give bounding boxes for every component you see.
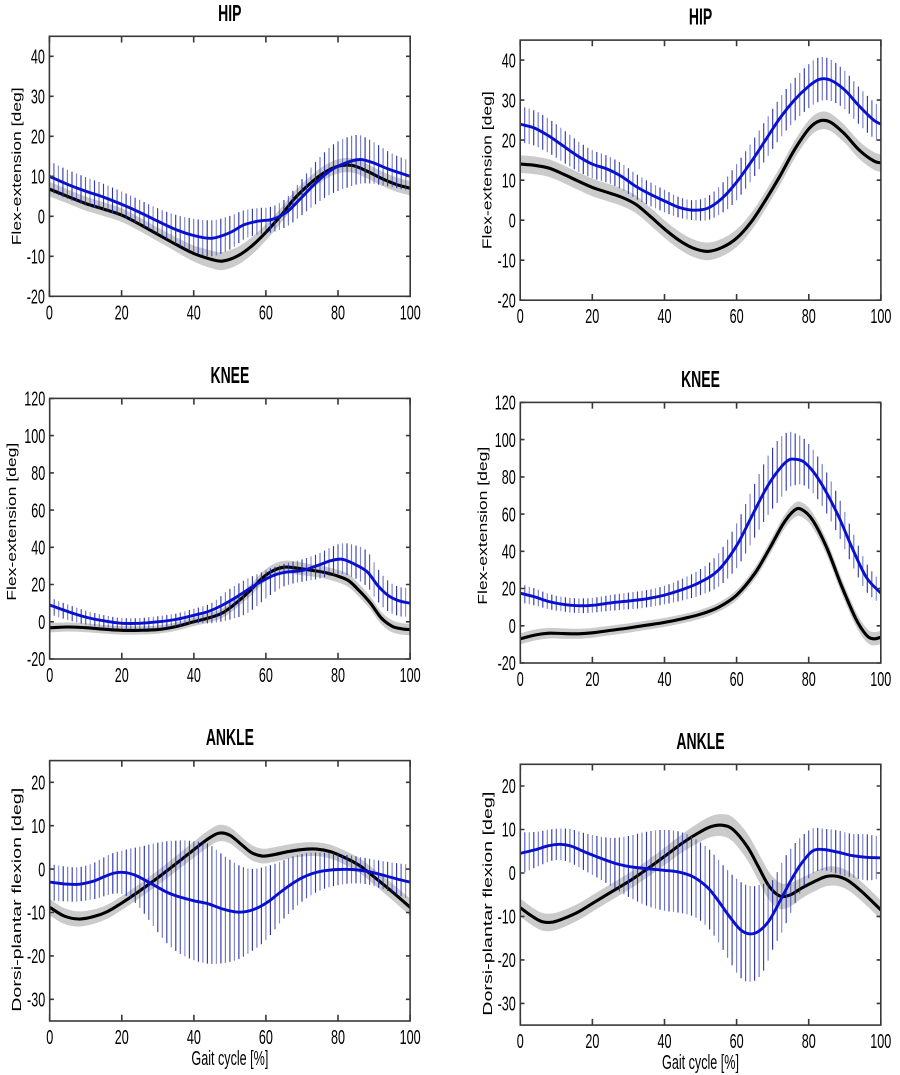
svg-text:20: 20 xyxy=(585,1029,599,1053)
svg-text:80: 80 xyxy=(802,667,816,691)
svg-text:80: 80 xyxy=(331,663,345,687)
svg-text:0: 0 xyxy=(517,1029,524,1053)
svg-text:30: 30 xyxy=(502,88,516,112)
svg-text:Flex-extension [deg]: Flex-extension [deg] xyxy=(9,87,24,245)
svg-text:20: 20 xyxy=(502,128,516,152)
svg-text:80: 80 xyxy=(331,300,345,324)
svg-text:Flex-extension [deg]: Flex-extension [deg] xyxy=(4,443,19,601)
svg-text:40: 40 xyxy=(187,300,201,324)
svg-text:20: 20 xyxy=(585,304,599,328)
svg-text:0: 0 xyxy=(509,861,516,885)
svg-text:40: 40 xyxy=(187,1025,201,1049)
svg-text:80: 80 xyxy=(802,1029,816,1053)
svg-text:0: 0 xyxy=(38,204,45,228)
svg-text:40: 40 xyxy=(31,535,45,559)
svg-text:0: 0 xyxy=(46,300,53,324)
svg-text:0: 0 xyxy=(509,208,516,232)
svg-text:60: 60 xyxy=(31,498,45,522)
svg-text:-30: -30 xyxy=(498,991,516,1015)
svg-text:80: 80 xyxy=(502,465,516,489)
svg-text:100: 100 xyxy=(870,667,891,691)
svg-text:60: 60 xyxy=(502,502,516,526)
svg-text:60: 60 xyxy=(259,300,273,324)
svg-text:Dorsi-plantar flexion [deg]: Dorsi-plantar flexion [deg] xyxy=(480,792,495,1016)
svg-text:0: 0 xyxy=(46,1025,53,1049)
svg-text:20: 20 xyxy=(502,774,516,798)
svg-text:-20: -20 xyxy=(27,944,45,968)
svg-text:-10: -10 xyxy=(27,900,45,924)
svg-text:HIP: HIP xyxy=(218,0,241,25)
svg-text:ANKLE: ANKLE xyxy=(676,728,724,753)
svg-text:-20: -20 xyxy=(27,647,45,671)
svg-text:20: 20 xyxy=(115,300,129,324)
svg-text:60: 60 xyxy=(730,1029,744,1053)
svg-text:60: 60 xyxy=(730,667,744,691)
svg-text:100: 100 xyxy=(400,300,421,324)
svg-text:0: 0 xyxy=(38,857,45,881)
svg-text:20: 20 xyxy=(31,124,45,148)
svg-text:60: 60 xyxy=(259,663,273,687)
svg-text:20: 20 xyxy=(115,1025,129,1049)
svg-text:ANKLE: ANKLE xyxy=(206,725,254,750)
svg-text:0: 0 xyxy=(509,614,516,638)
svg-text:-20: -20 xyxy=(498,651,516,675)
svg-text:80: 80 xyxy=(31,461,45,485)
svg-text:40: 40 xyxy=(657,667,671,691)
svg-text:20: 20 xyxy=(115,663,129,687)
svg-text:40: 40 xyxy=(502,48,516,72)
svg-text:10: 10 xyxy=(31,164,45,188)
svg-text:KNEE: KNEE xyxy=(681,366,720,391)
svg-text:60: 60 xyxy=(259,1025,273,1049)
svg-text:100: 100 xyxy=(400,663,421,687)
svg-text:80: 80 xyxy=(331,1025,345,1049)
svg-text:Flex-extension [deg]: Flex-extension [deg] xyxy=(480,91,495,249)
svg-text:20: 20 xyxy=(31,572,45,596)
svg-text:40: 40 xyxy=(31,44,45,68)
svg-text:30: 30 xyxy=(31,84,45,108)
svg-text:100: 100 xyxy=(495,427,516,451)
svg-text:120: 120 xyxy=(495,390,516,414)
svg-text:Dorsi-plantar flexion [deg]: Dorsi-plantar flexion [deg] xyxy=(9,788,24,1012)
svg-text:-10: -10 xyxy=(498,248,516,272)
svg-text:40: 40 xyxy=(657,1029,671,1053)
svg-text:0: 0 xyxy=(38,610,45,634)
svg-text:-20: -20 xyxy=(498,948,516,972)
svg-text:10: 10 xyxy=(31,814,45,838)
svg-text:100: 100 xyxy=(24,423,45,447)
svg-text:0: 0 xyxy=(517,304,524,328)
svg-text:KNEE: KNEE xyxy=(210,362,249,387)
svg-text:0: 0 xyxy=(46,663,53,687)
svg-text:-10: -10 xyxy=(498,904,516,928)
svg-text:40: 40 xyxy=(187,663,201,687)
svg-text:Flex-extension [deg]: Flex-extension [deg] xyxy=(475,447,490,605)
svg-text:-20: -20 xyxy=(27,284,45,308)
svg-text:100: 100 xyxy=(870,304,891,328)
svg-text:-30: -30 xyxy=(27,987,45,1011)
svg-text:20: 20 xyxy=(502,576,516,600)
svg-text:60: 60 xyxy=(730,304,744,328)
svg-text:20: 20 xyxy=(585,667,599,691)
svg-text:10: 10 xyxy=(502,817,516,841)
svg-text:100: 100 xyxy=(870,1029,891,1053)
svg-text:40: 40 xyxy=(502,539,516,563)
svg-text:80: 80 xyxy=(802,304,816,328)
svg-text:-20: -20 xyxy=(498,288,516,312)
svg-text:0: 0 xyxy=(517,667,524,691)
svg-text:120: 120 xyxy=(24,386,45,410)
svg-text:20: 20 xyxy=(31,770,45,794)
svg-text:10: 10 xyxy=(502,168,516,192)
svg-text:HIP: HIP xyxy=(689,4,712,29)
svg-text:Gait cycle [%]: Gait cycle [%] xyxy=(662,1050,739,1074)
svg-text:-10: -10 xyxy=(27,244,45,268)
svg-text:Gait cycle [%]: Gait cycle [%] xyxy=(191,1046,268,1070)
svg-text:100: 100 xyxy=(400,1025,421,1049)
svg-text:40: 40 xyxy=(657,304,671,328)
